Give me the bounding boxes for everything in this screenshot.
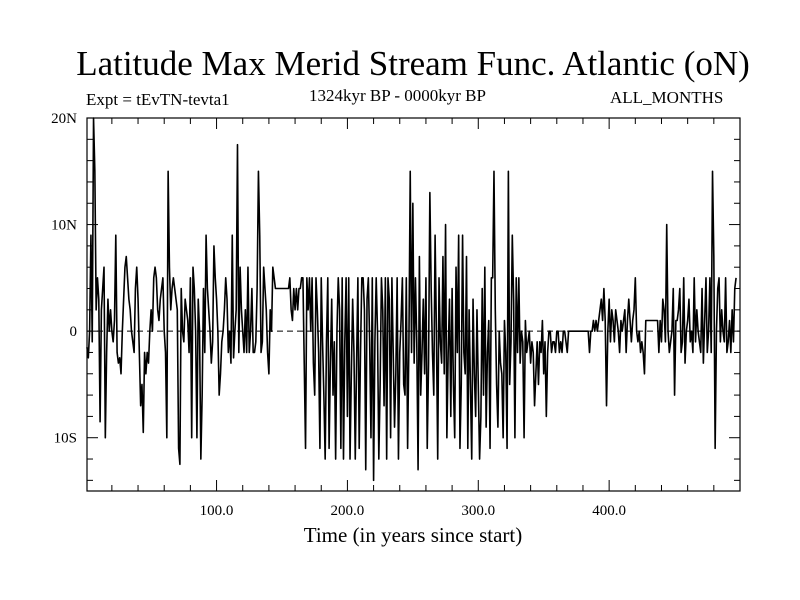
y-tick-label: 20N bbox=[51, 111, 77, 127]
x-tick-label: 300.0 bbox=[461, 503, 495, 519]
plot-content bbox=[86, 117, 740, 482]
x-tick-label: 400.0 bbox=[592, 503, 626, 519]
y-tick-label: 10N bbox=[51, 218, 77, 234]
axes: 100.0 200.0 300.0 400.0 20N 10N 0 10S bbox=[51, 111, 741, 519]
y-tick-label: 10S bbox=[54, 431, 77, 447]
x-tick-label: 100.0 bbox=[200, 503, 234, 519]
months-label: ALL_MONTHS bbox=[610, 88, 724, 107]
time-range-label: 1324kyr BP - 0000kyr BP bbox=[309, 86, 486, 105]
series-line-1 bbox=[86, 117, 737, 482]
x-axis-label: Time (in years since start) bbox=[304, 523, 523, 547]
plot-frame bbox=[86, 117, 741, 492]
experiment-label: Expt = tEvTN-tevta1 bbox=[86, 90, 230, 109]
chart-title: Latitude Max Merid Stream Func. Atlantic… bbox=[76, 44, 750, 83]
y-tick-label: 0 bbox=[70, 324, 78, 340]
x-tick-label: 200.0 bbox=[331, 503, 365, 519]
